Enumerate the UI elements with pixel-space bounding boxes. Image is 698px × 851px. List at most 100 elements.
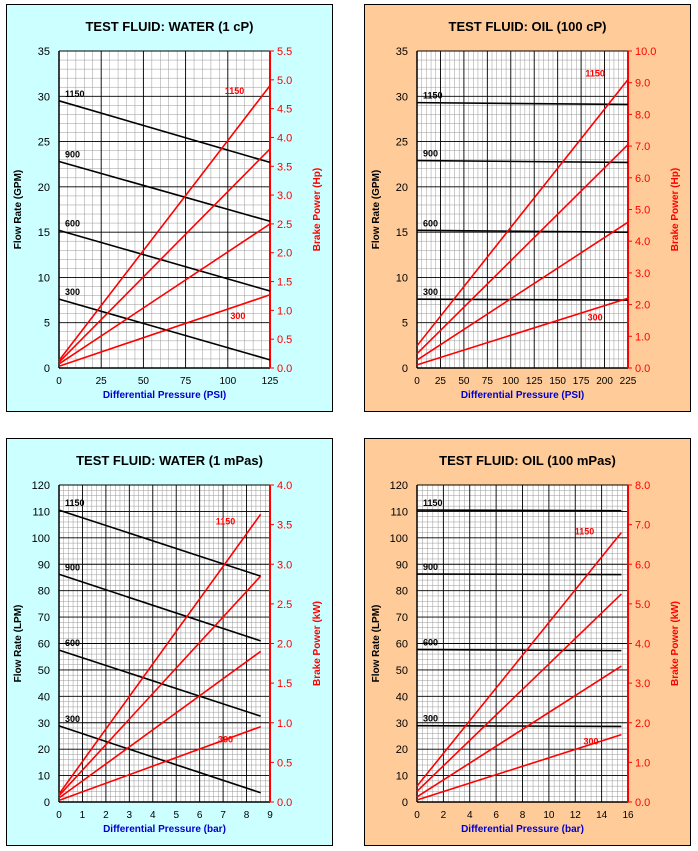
power-line-300 (416, 733, 622, 801)
y2-tick-label: 1.5 (277, 678, 292, 690)
x-tick-label: 100 (219, 376, 236, 387)
flow-line-label: 1150 (423, 498, 443, 508)
y-tick-label: 0 (44, 797, 50, 809)
x-axis-label: Differential Pressure (bar) (103, 824, 226, 835)
power-line-600 (58, 223, 271, 365)
y-tick-label: 100 (390, 533, 408, 545)
y2-tick-label: 3.0 (277, 559, 292, 571)
x-tick-label: 1 (80, 810, 86, 821)
y-tick-label: 60 (38, 639, 50, 651)
y2-tick-label: 0.0 (635, 797, 650, 809)
flow-line-1150 (58, 509, 261, 577)
y2-tick-label: 1.0 (635, 331, 650, 343)
y2-tick-label: 0.5 (277, 334, 292, 346)
power-line-300 (58, 725, 261, 802)
chart-panel-oil-gpm: TEST FLUID: OIL (100 cP) 0 25 50 75 100 125 15… (364, 4, 691, 412)
y-tick-label: 80 (38, 586, 50, 598)
flow-line-1150 (58, 100, 271, 164)
y-tick-label: 5 (44, 318, 50, 330)
y-tick-label: 15 (38, 227, 50, 239)
x-tick-label: 125 (526, 376, 543, 387)
y-tick-label: 80 (396, 586, 408, 598)
x-tick-label: 3 (127, 810, 133, 821)
power-line-300 (416, 297, 629, 366)
x-tick-label: 100 (502, 376, 519, 387)
y2-tick-label: 3.0 (635, 268, 650, 280)
y-tick-label: 0 (44, 363, 50, 375)
y-tick-label: 50 (38, 665, 50, 677)
flow-line-label: 900 (423, 562, 438, 572)
y2-tick-label: 5.0 (635, 599, 650, 611)
y2-tick-label: 3.5 (277, 520, 292, 532)
y2-tick-label: 3.5 (277, 161, 292, 173)
power-line-900 (58, 148, 271, 363)
y2-tick-label: 5.5 (277, 46, 292, 58)
chart-svg: 0 1 2 3 4 5 6 7 8 901020304050607080901001101200.… (13, 480, 323, 835)
x-tick-label: 5 (173, 810, 179, 821)
x-tick-label: 8 (244, 810, 250, 821)
x-tick-label: 50 (138, 376, 150, 387)
y-tick-label: 30 (396, 718, 408, 730)
y2-tick-label: 10.0 (635, 46, 656, 58)
y-tick-label: 30 (38, 718, 50, 730)
flow-line-600 (416, 229, 629, 233)
y-tick-label: 10 (38, 771, 50, 783)
flow-line-label: 900 (423, 149, 438, 159)
y2-tick-label: 0.0 (277, 363, 292, 375)
chart-title: TEST FLUID: OIL (100 cP) (448, 19, 607, 34)
power-line-600 (416, 665, 622, 798)
y-tick-label: 90 (396, 559, 408, 571)
y-tick-label: 5 (402, 318, 408, 330)
power-line-1150 (416, 79, 629, 347)
flow-line-label: 1150 (65, 498, 85, 508)
y-tick-label: 50 (396, 665, 408, 677)
x-tick-label: 0 (414, 810, 420, 821)
chart-title: TEST FLUID: WATER (1 mPas) (76, 453, 263, 468)
y-tick-label: 70 (38, 612, 50, 624)
x-tick-label: 175 (573, 376, 590, 387)
x-tick-label: 4 (467, 810, 473, 821)
y-tick-label: 60 (396, 639, 408, 651)
x-axis-label: Differential Pressure (PSI) (103, 390, 226, 401)
flow-line-600 (58, 649, 261, 717)
x-tick-label: 2 (103, 810, 109, 821)
flow-line-label: 300 (65, 714, 80, 724)
y2-axis-label: Brake Power (kW) (312, 601, 323, 686)
power-line-label: 1150 (216, 517, 236, 527)
x-tick-label: 0 (56, 810, 62, 821)
power-line-900 (416, 593, 622, 792)
y-tick-label: 90 (38, 559, 50, 571)
y2-tick-label: 8.0 (635, 480, 650, 492)
flow-line-label: 300 (65, 287, 80, 297)
x-tick-label: 75 (482, 376, 494, 387)
y-tick-label: 100 (32, 533, 50, 545)
y2-tick-label: 9.0 (635, 78, 650, 90)
y-tick-label: 20 (396, 182, 408, 194)
power-line-label: 300 (230, 311, 245, 321)
y2-tick-label: 1.0 (635, 757, 650, 769)
flow-line-1150 (416, 101, 629, 106)
y2-tick-label: 7.0 (635, 141, 650, 153)
flow-line-300 (58, 298, 271, 361)
power-line-label: 300 (218, 735, 233, 745)
x-tick-label: 16 (622, 810, 634, 821)
y2-tick-label: 1.5 (277, 277, 292, 289)
y2-axis-label: Brake Power (Hp) (670, 168, 681, 251)
y-tick-label: 40 (396, 691, 408, 703)
y2-tick-label: 4.0 (277, 480, 292, 492)
chart-title: TEST FLUID: OIL (100 mPas) (439, 453, 616, 468)
power-line-label: 1150 (575, 527, 595, 537)
y-tick-label: 120 (32, 480, 50, 492)
y2-tick-label: 4.0 (635, 236, 650, 248)
flow-line-label: 900 (65, 149, 80, 159)
y2-tick-label: 4.0 (635, 639, 650, 651)
y-axis-label: Flow Rate (GPM) (13, 170, 24, 249)
flow-line-label: 600 (65, 218, 80, 228)
y-tick-label: 120 (390, 480, 408, 492)
y-axis-label: Flow Rate (LPM) (371, 605, 382, 683)
flow-line-900 (58, 160, 271, 223)
y-axis-label: Flow Rate (LPM) (13, 605, 24, 683)
x-tick-label: 150 (549, 376, 566, 387)
power-line-600 (416, 221, 629, 361)
x-tick-label: 25 (96, 376, 108, 387)
